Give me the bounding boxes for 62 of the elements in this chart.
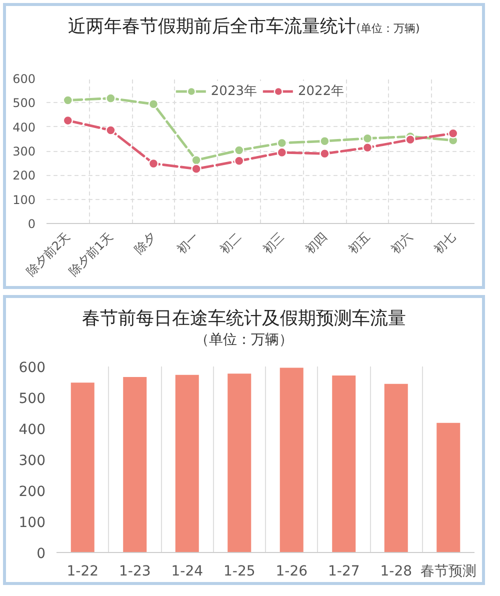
point [320, 136, 330, 146]
chart-subtitle: (单位：万辆) [356, 22, 420, 35]
bar [228, 374, 252, 552]
point [191, 155, 202, 166]
y-tick-label: 500 [18, 391, 46, 407]
point [148, 99, 159, 110]
y-tick-label: 600 [12, 72, 36, 86]
x-tick-label: 初六 [388, 230, 416, 256]
bar [123, 377, 147, 552]
point [62, 95, 73, 106]
bar [70, 382, 94, 552]
y-tick-label: 500 [12, 96, 36, 110]
bar [332, 375, 356, 552]
x-tick-label: 1-25 [223, 564, 256, 580]
x-tick-label: 春节预测 [420, 564, 476, 580]
y-tick-label: 0 [36, 546, 46, 562]
point [405, 134, 416, 145]
point [320, 148, 330, 159]
y-tick-label: 100 [12, 192, 36, 207]
x-tick-label: 1-27 [328, 564, 360, 580]
point [62, 115, 73, 126]
point [234, 156, 244, 166]
chart-subtitle: （单位：万辆） [195, 332, 293, 348]
x-tick-label: 1-23 [118, 564, 151, 580]
bar [175, 374, 199, 552]
y-tick-label: 400 [18, 422, 46, 438]
point [234, 145, 244, 156]
bar [280, 368, 304, 552]
x-tick-label: 初一 [174, 230, 202, 256]
x-tick-label: 初三 [260, 230, 287, 256]
x-tick-label: 1-28 [380, 564, 412, 580]
y-tick-label: 0 [28, 217, 36, 231]
chart-title: 近两年春节假期前后全市车流量统计 [68, 16, 356, 37]
point [362, 133, 373, 144]
legend-label: 2022年 [298, 83, 344, 100]
x-tick-label: 除夕 [132, 230, 158, 256]
bar [384, 384, 408, 552]
x-tick-label: 1-26 [276, 564, 308, 580]
y-tick-label: 200 [12, 168, 36, 183]
x-tick-label: 初五 [346, 230, 372, 256]
x-tick-label: 1-24 [171, 564, 204, 580]
point [106, 93, 116, 104]
point [148, 158, 159, 169]
point [106, 125, 116, 136]
x-tick-label: 初四 [302, 230, 330, 256]
bar [436, 422, 460, 552]
point [276, 138, 287, 148]
x-tick-label: 1-22 [66, 564, 99, 580]
y-tick-label: 600 [18, 360, 46, 376]
point [362, 142, 373, 153]
x-tick-label: 初二 [217, 230, 244, 256]
x-tick-label: 初七 [431, 230, 458, 256]
chart-title: 春节前每日在途车统计及假期预测车流量 [82, 308, 406, 329]
y-tick-label: 300 [12, 144, 36, 158]
legend-label: 2023年 [210, 83, 257, 100]
y-tick-label: 400 [12, 120, 36, 134]
point [276, 147, 287, 158]
y-tick-label: 100 [18, 515, 46, 531]
y-tick-label: 300 [18, 453, 46, 469]
point [448, 128, 458, 138]
point [191, 164, 202, 174]
y-tick-label: 200 [18, 484, 46, 500]
